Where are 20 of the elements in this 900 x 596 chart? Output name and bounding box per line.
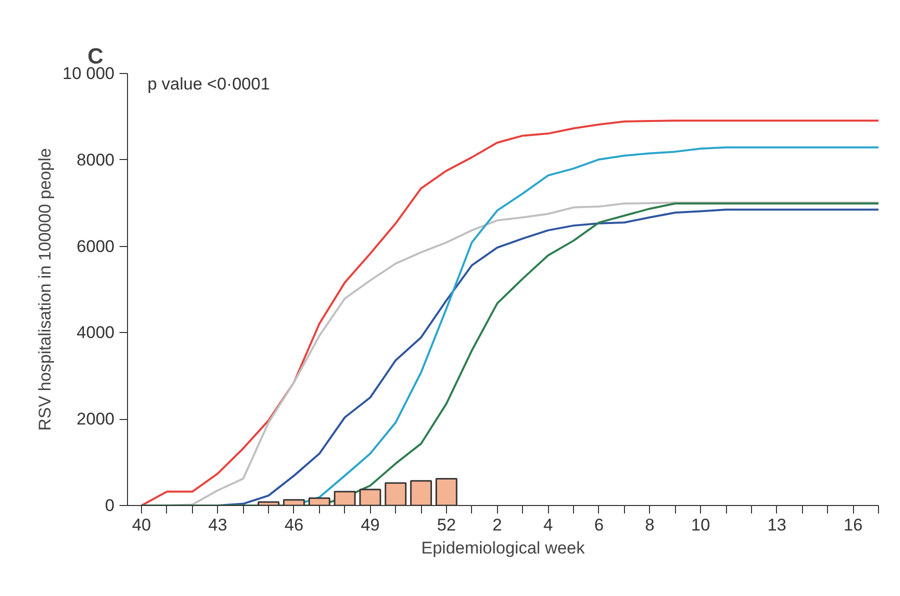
x-axis-title: Epidemiological week <box>421 538 586 558</box>
x-tick-label: 43 <box>208 516 228 534</box>
x-tick-label: 46 <box>284 516 304 534</box>
y-axis-title: RSV hospitalisation in 100000 people <box>36 148 55 431</box>
x-tick-label: 40 <box>132 516 151 534</box>
x-tick-label: 52 <box>437 516 456 534</box>
x-tick-label: 10 <box>691 516 710 534</box>
x-tick-label: 6 <box>594 516 604 534</box>
x-tick-label: 13 <box>767 516 786 534</box>
annotation: p value <0·0001 <box>148 74 270 94</box>
x-tick-label: 16 <box>844 516 863 534</box>
y-tick-label: 0 <box>105 496 115 515</box>
y-tick-label: 6000 <box>76 236 115 256</box>
y-tick-label: 4000 <box>76 323 115 342</box>
y-tick-label: 2000 <box>76 410 115 429</box>
x-tick-label: 2 <box>492 516 502 534</box>
y-tick-label: 8000 <box>76 150 115 170</box>
x-tick-label: 8 <box>645 516 655 534</box>
x-tick-label: 49 <box>360 516 380 534</box>
x-tick-label: 4 <box>543 516 553 534</box>
